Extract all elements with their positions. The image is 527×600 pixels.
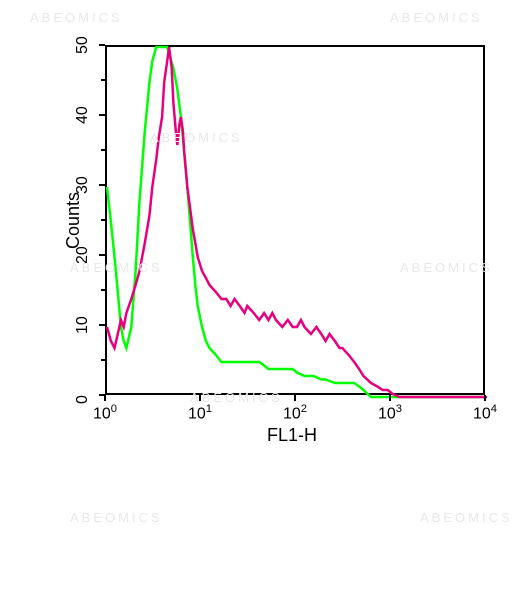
y-minor-tick [101, 289, 105, 291]
y-tick-label: 50 [74, 36, 92, 54]
y-axis-label: Counts [63, 192, 84, 249]
y-tick-mark [99, 184, 105, 186]
x-tick-mark [104, 395, 106, 401]
x-tick-mark [389, 395, 391, 401]
plot-area [105, 45, 485, 395]
y-tick-mark [99, 254, 105, 256]
x-axis-label: FL1-H [267, 425, 317, 446]
x-tick-mark [484, 395, 486, 401]
y-tick-label: 10 [74, 316, 92, 334]
watermark-text: ABEOMICS [390, 10, 483, 25]
x-tick-label: 104 [473, 403, 497, 423]
x-tick-mark [199, 395, 201, 401]
y-minor-tick [101, 359, 105, 361]
y-minor-tick [101, 79, 105, 81]
chart-container: 01020304050 100101102103104 Counts FL1-H [30, 30, 497, 530]
y-minor-tick [101, 149, 105, 151]
y-tick-label: 40 [74, 106, 92, 124]
watermark-text: ABEOMICS [30, 10, 123, 25]
x-tick-mark [294, 395, 296, 401]
plot-svg [107, 47, 487, 397]
x-tick-label: 102 [283, 403, 307, 423]
y-tick-label: 0 [74, 395, 92, 404]
y-tick-mark [99, 114, 105, 116]
y-minor-tick [101, 219, 105, 221]
series-magenta [107, 47, 487, 397]
x-tick-label: 103 [378, 403, 402, 423]
x-tick-label: 100 [93, 403, 117, 423]
y-tick-mark [99, 44, 105, 46]
x-tick-label: 101 [188, 403, 212, 423]
y-tick-mark [99, 324, 105, 326]
